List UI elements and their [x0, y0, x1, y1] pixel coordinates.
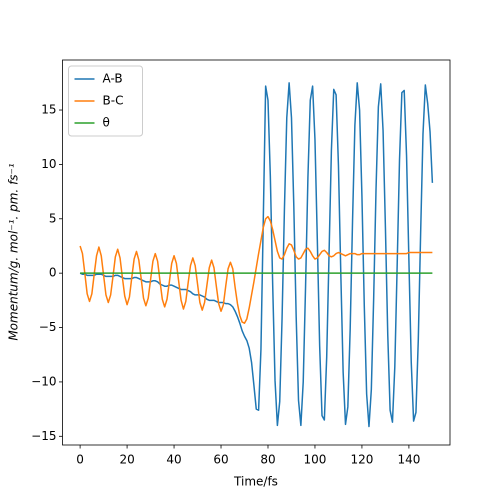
y-tick-label: 10 — [41, 157, 56, 171]
y-tick-label: −10 — [31, 374, 56, 388]
y-tick-label: −5 — [39, 320, 57, 334]
x-tick-label: 0 — [76, 453, 84, 467]
x-tick-label: 100 — [304, 453, 327, 467]
legend-label: θ — [103, 116, 110, 130]
y-tick-label: 0 — [49, 266, 57, 280]
y-tick-label: 5 — [49, 211, 57, 225]
x-tick-label: 20 — [119, 453, 134, 467]
y-tick-label: −15 — [31, 429, 56, 443]
x-tick-label: 60 — [213, 453, 228, 467]
series-line — [79, 215, 433, 324]
x-tick-label: 40 — [166, 453, 181, 467]
plot-frame — [62, 59, 451, 446]
legend-label: A-B — [103, 72, 123, 86]
x-axis-label: Time/fs — [233, 475, 278, 489]
legend-box — [68, 65, 143, 137]
y-axis-label: Momentum/g. mol⁻¹. pm. fs⁻¹ — [7, 163, 21, 341]
x-tick-label: 80 — [260, 453, 275, 467]
x-tick-label: 120 — [350, 453, 373, 467]
x-tick-label: 140 — [397, 453, 420, 467]
legend-label: B-C — [103, 94, 124, 108]
series-line — [79, 82, 434, 428]
y-tick-label: 15 — [41, 103, 56, 117]
